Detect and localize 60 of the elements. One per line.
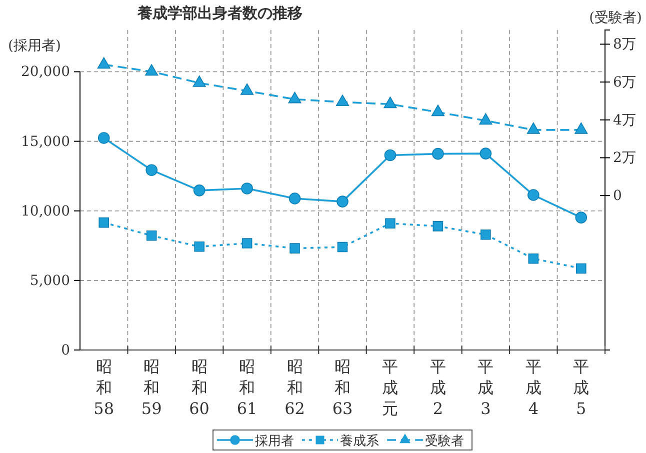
x-tick-label: 平成4: [525, 357, 542, 418]
point: [98, 217, 110, 228]
point: [574, 122, 588, 134]
point: [528, 189, 540, 201]
y-axis-title: (採用者): [8, 38, 61, 54]
point: [385, 218, 396, 229]
y2-tick-label: 8万: [613, 36, 636, 53]
y-tick-label: 5,000: [30, 272, 70, 289]
legend-label: 養成系: [340, 434, 379, 449]
point: [97, 57, 110, 69]
point: [193, 184, 206, 196]
point: [288, 192, 301, 204]
x-tick-label: 昭和62: [284, 357, 305, 418]
point: [431, 104, 444, 116]
point: [432, 148, 444, 160]
point: [337, 242, 348, 252]
point: [242, 238, 252, 248]
y2-tick-label: 2万: [613, 150, 636, 166]
x-tick-label: 平成元: [382, 357, 398, 418]
point: [576, 263, 586, 274]
x-tick-label: 昭和59: [141, 357, 162, 418]
point: [290, 243, 300, 254]
x-tick-label: 平成3: [478, 357, 494, 418]
legend-label: 採用者: [255, 434, 294, 449]
y2-axis-title: (受験者): [589, 10, 642, 26]
point: [288, 92, 302, 104]
x-tick-label: 昭和63: [332, 357, 353, 418]
x-tick-label: 昭和61: [236, 357, 258, 418]
y2-tick-label: 6万: [613, 74, 636, 91]
point: [384, 149, 396, 162]
x-tick-label: 平成5: [573, 357, 590, 418]
point: [98, 132, 110, 144]
point: [575, 212, 588, 224]
point: [192, 76, 206, 87]
point: [240, 83, 254, 95]
x-tick-label: 昭和58: [94, 357, 114, 418]
point: [479, 113, 492, 125]
point: [146, 230, 157, 241]
point: [241, 182, 253, 194]
point: [480, 148, 492, 160]
point: [146, 164, 158, 176]
point: [384, 96, 397, 108]
y-tick-label: 20,000: [21, 64, 70, 80]
point: [194, 241, 204, 252]
point: [336, 196, 348, 208]
chart-title: 養成学部出身者数の推移: [136, 4, 302, 22]
x-tick-label: 昭和60: [189, 357, 210, 418]
point: [432, 221, 444, 232]
point: [480, 230, 491, 240]
point: [336, 94, 350, 106]
point: [145, 64, 158, 76]
x-tick-label: 平成2: [430, 357, 446, 418]
y2-tick-label: 0: [613, 188, 622, 204]
y-tick-label: 15,000: [21, 134, 70, 150]
legend-label: 受験者: [425, 434, 464, 449]
y-tick-label: 10,000: [21, 203, 70, 220]
y-tick-label: 0: [61, 342, 70, 358]
y2-tick-label: 4万: [613, 112, 636, 128]
point: [528, 253, 539, 264]
point: [526, 122, 540, 134]
